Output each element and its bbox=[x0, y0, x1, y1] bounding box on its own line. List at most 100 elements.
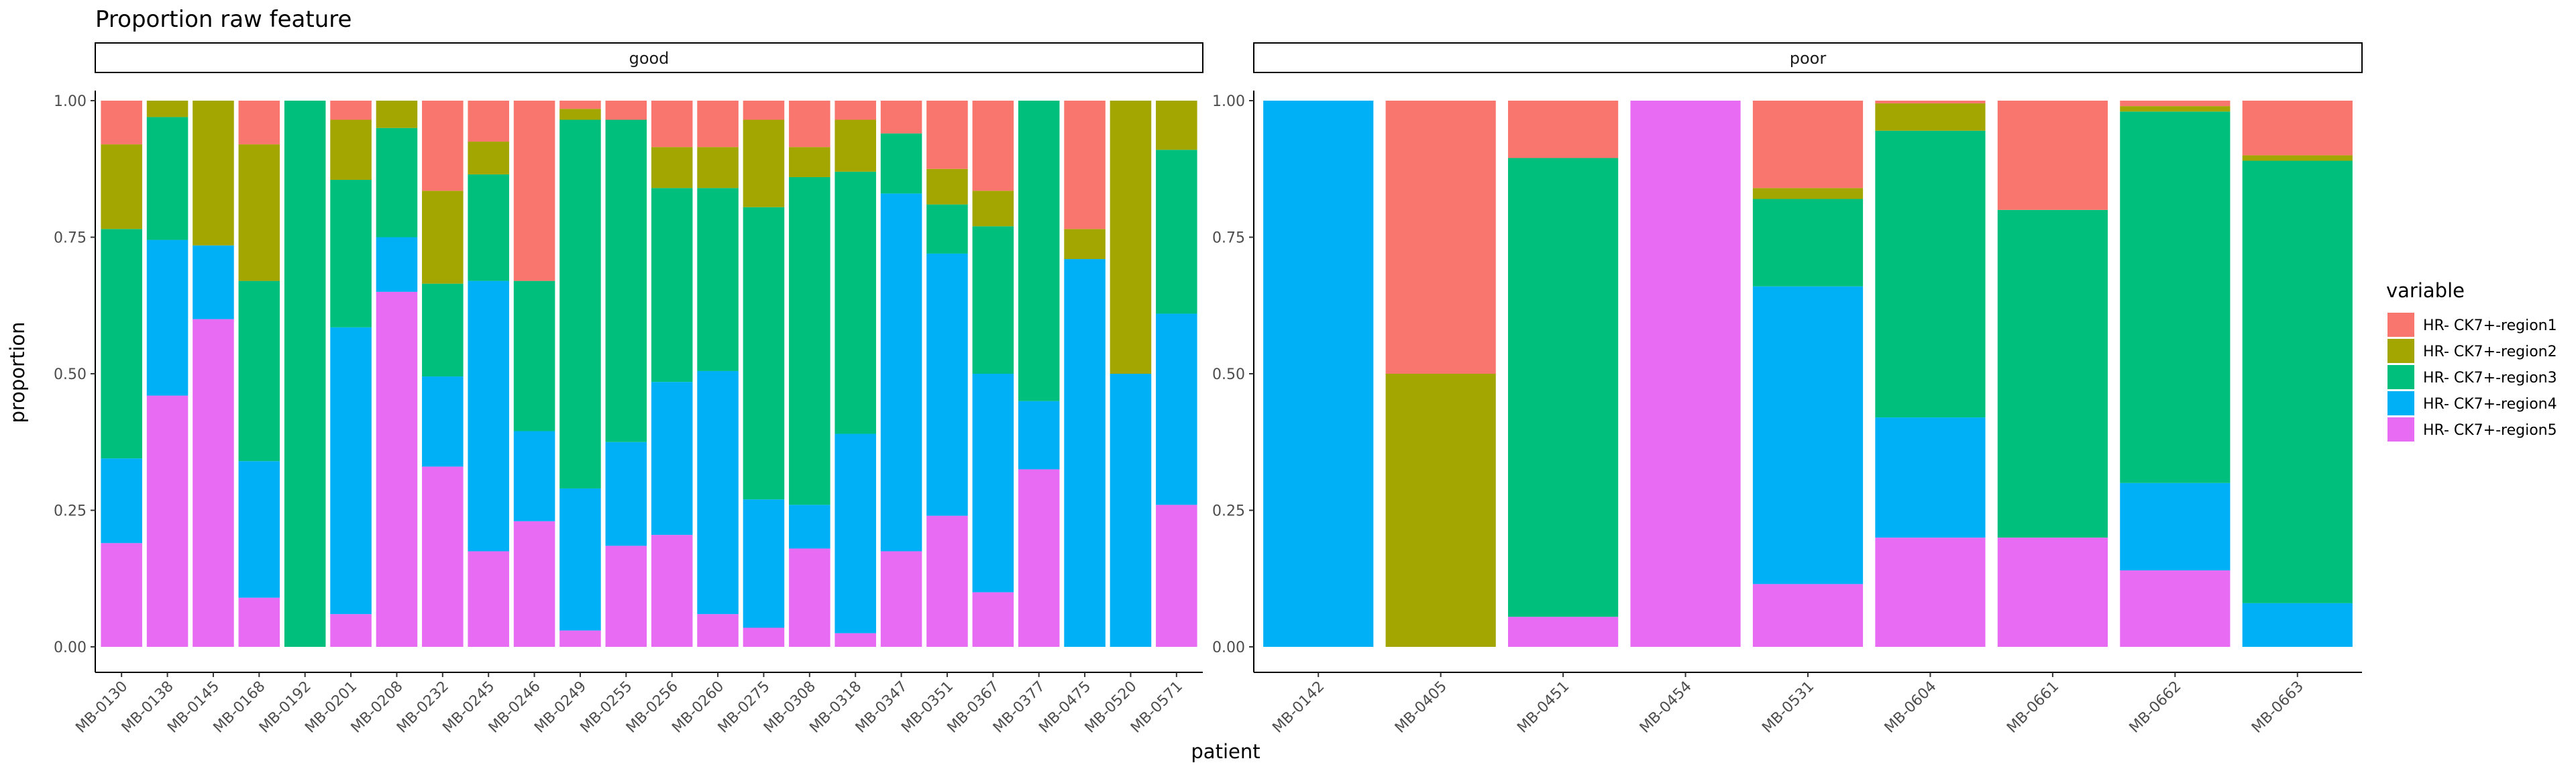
bar-segment-mb-0531-region4 bbox=[1752, 286, 1864, 584]
chart-title: Proportion raw feature bbox=[95, 6, 352, 33]
bar-segment-mb-0405-region2 bbox=[1385, 374, 1496, 647]
bar-segment-mb-0208-region2 bbox=[376, 101, 418, 128]
bar-segment-mb-0192-region3 bbox=[284, 101, 326, 647]
bar-segment-mb-0367-region3 bbox=[972, 226, 1014, 374]
bar-segment-mb-0604-region1 bbox=[1875, 101, 1986, 104]
y-tick-label: 0.25 bbox=[1212, 503, 1245, 520]
bar-segment-mb-0255-region5 bbox=[605, 546, 647, 647]
bar-segment-mb-0249-region5 bbox=[559, 630, 601, 647]
bar-segment-mb-0662-region1 bbox=[2120, 101, 2231, 107]
bar-segment-mb-0275-region5 bbox=[743, 627, 785, 647]
facet-panel-poor: poor 0.00 0.25 0.50 0.75 1.00 MB-0142 MB-0405 MB… bbox=[1212, 42, 2363, 737]
bar-segment-mb-0604-region2 bbox=[1875, 103, 1986, 131]
bar-segment-mb-0308-region5 bbox=[789, 548, 830, 647]
bar-segment-mb-0308-region2 bbox=[789, 147, 830, 177]
bar-segment-mb-0168-region5 bbox=[238, 597, 280, 647]
bar-segment-mb-0246-region3 bbox=[513, 280, 555, 431]
bar-segment-mb-0454-region5 bbox=[1630, 101, 1741, 647]
bar-segment-mb-0663-region4 bbox=[2242, 603, 2353, 647]
bar-segment-mb-0351-region3 bbox=[926, 204, 968, 254]
y-tick-label: 0.75 bbox=[54, 230, 87, 247]
x-tick-label: MB-0405 bbox=[1392, 678, 1450, 737]
bar-segment-mb-0275-region4 bbox=[743, 499, 785, 628]
bar-segment-mb-0318-region3 bbox=[835, 171, 876, 434]
x-tick-label: MB-0661 bbox=[2004, 678, 2062, 737]
bar-segment-mb-0201-region2 bbox=[330, 119, 372, 181]
bar-segment-mb-0130-region4 bbox=[101, 458, 142, 544]
y-tick-label: 1.00 bbox=[54, 93, 87, 110]
bar-segment-mb-0256-region1 bbox=[651, 101, 693, 148]
bar-segment-mb-0208-region3 bbox=[376, 127, 418, 238]
bar-segment-mb-0347-region4 bbox=[880, 193, 922, 552]
bar-segment-mb-0663-region3 bbox=[2242, 160, 2353, 603]
bar-segment-mb-0351-region4 bbox=[926, 253, 968, 516]
legend-label-region1: HR- CK7+-region1 bbox=[2423, 317, 2557, 334]
bar-segment-mb-0571-region4 bbox=[1156, 313, 1197, 505]
bar-segment-mb-0145-region4 bbox=[193, 245, 234, 319]
bar-segment-mb-0661-region5 bbox=[1997, 537, 2108, 647]
bar-segment-mb-0351-region5 bbox=[926, 515, 968, 647]
bar-segment-mb-0168-region3 bbox=[238, 280, 280, 462]
y-tick-label: 0.00 bbox=[54, 639, 87, 656]
bar-segment-mb-0377-region5 bbox=[1018, 469, 1060, 647]
bar-segment-mb-0130-region5 bbox=[101, 543, 142, 647]
bar-segment-mb-0168-region2 bbox=[238, 144, 280, 281]
x-tick-label: MB-0142 bbox=[1269, 678, 1328, 737]
bar-segment-mb-0208-region5 bbox=[376, 291, 418, 647]
y-tick-label: 0.50 bbox=[54, 366, 87, 383]
bar-segment-mb-0318-region1 bbox=[835, 101, 876, 120]
bar-segment-mb-0245-region1 bbox=[468, 101, 509, 142]
legend-label-region3: HR- CK7+-region3 bbox=[2423, 370, 2557, 386]
bar-segment-mb-0663-region1 bbox=[2242, 101, 2353, 156]
bar-segment-mb-0130-region1 bbox=[101, 101, 142, 145]
bar-segment-mb-0138-region5 bbox=[146, 395, 189, 647]
x-tick-label: MB-0662 bbox=[2127, 678, 2185, 737]
legend-key-region4 bbox=[2387, 391, 2414, 415]
bar-segment-mb-0138-region4 bbox=[146, 240, 189, 396]
bar-segment-mb-0318-region4 bbox=[835, 433, 876, 633]
bar-segment-mb-0246-region5 bbox=[513, 521, 555, 647]
bar-segment-mb-0275-region2 bbox=[743, 119, 785, 207]
bar-segment-mb-0661-region1 bbox=[1997, 101, 2108, 210]
bar-segment-mb-0260-region1 bbox=[697, 101, 739, 148]
bar-segment-mb-0604-region4 bbox=[1875, 417, 1986, 538]
bar-segment-mb-0130-region3 bbox=[101, 229, 142, 459]
bar-segment-mb-0130-region2 bbox=[101, 144, 142, 229]
bar-segment-mb-0661-region3 bbox=[1997, 209, 2108, 538]
bar-segment-mb-0662-region5 bbox=[2120, 570, 2231, 647]
facet-panel-good: good0.000.250.500.751.00MB-0130MB-0138MB… bbox=[54, 42, 1203, 737]
bar-segment-mb-0520-region2 bbox=[1110, 101, 1152, 374]
y-axis-title: proportion bbox=[6, 321, 29, 423]
bar-segment-mb-0451-region1 bbox=[1508, 101, 1619, 158]
bar-segment-mb-0255-region1 bbox=[605, 101, 647, 120]
bar-segment-mb-0245-region2 bbox=[468, 142, 509, 174]
bar-segment-mb-0142-region4 bbox=[1263, 101, 1374, 647]
bar-segment-mb-0260-region4 bbox=[697, 370, 739, 615]
bar-segment-mb-0475-region2 bbox=[1064, 229, 1106, 260]
bar-segment-mb-0308-region3 bbox=[789, 176, 830, 505]
y-tick-label: 0.75 bbox=[1212, 230, 1245, 247]
bar-segment-mb-0168-region4 bbox=[238, 461, 280, 598]
bar-segment-mb-0347-region5 bbox=[880, 551, 922, 647]
bars bbox=[1263, 101, 2353, 647]
bars bbox=[101, 101, 1197, 647]
bar-segment-mb-0531-region3 bbox=[1752, 199, 1864, 287]
bar-segment-mb-0232-region1 bbox=[422, 101, 464, 191]
bar-segment-mb-0232-region2 bbox=[422, 191, 464, 284]
bar-segment-mb-0662-region3 bbox=[2120, 111, 2231, 483]
bar-segment-mb-0405-region1 bbox=[1385, 101, 1496, 374]
bar-segment-mb-0245-region5 bbox=[468, 551, 509, 647]
bar-segment-mb-0232-region4 bbox=[422, 376, 464, 467]
bar-segment-mb-0232-region3 bbox=[422, 283, 464, 377]
x-tick-label: MB-0604 bbox=[1882, 678, 1940, 737]
bar-segment-mb-0571-region2 bbox=[1156, 101, 1197, 150]
bar-segment-mb-0347-region1 bbox=[880, 101, 922, 134]
legend-key-region5 bbox=[2387, 417, 2414, 442]
bar-segment-mb-0145-region2 bbox=[193, 101, 234, 246]
bar-segment-mb-0201-region1 bbox=[330, 101, 372, 120]
bar-segment-mb-0604-region5 bbox=[1875, 537, 1986, 647]
bar-segment-mb-0662-region2 bbox=[2120, 106, 2231, 112]
x-tick-label: MB-0451 bbox=[1514, 678, 1572, 737]
x-tick-label: MB-0663 bbox=[2249, 678, 2307, 737]
